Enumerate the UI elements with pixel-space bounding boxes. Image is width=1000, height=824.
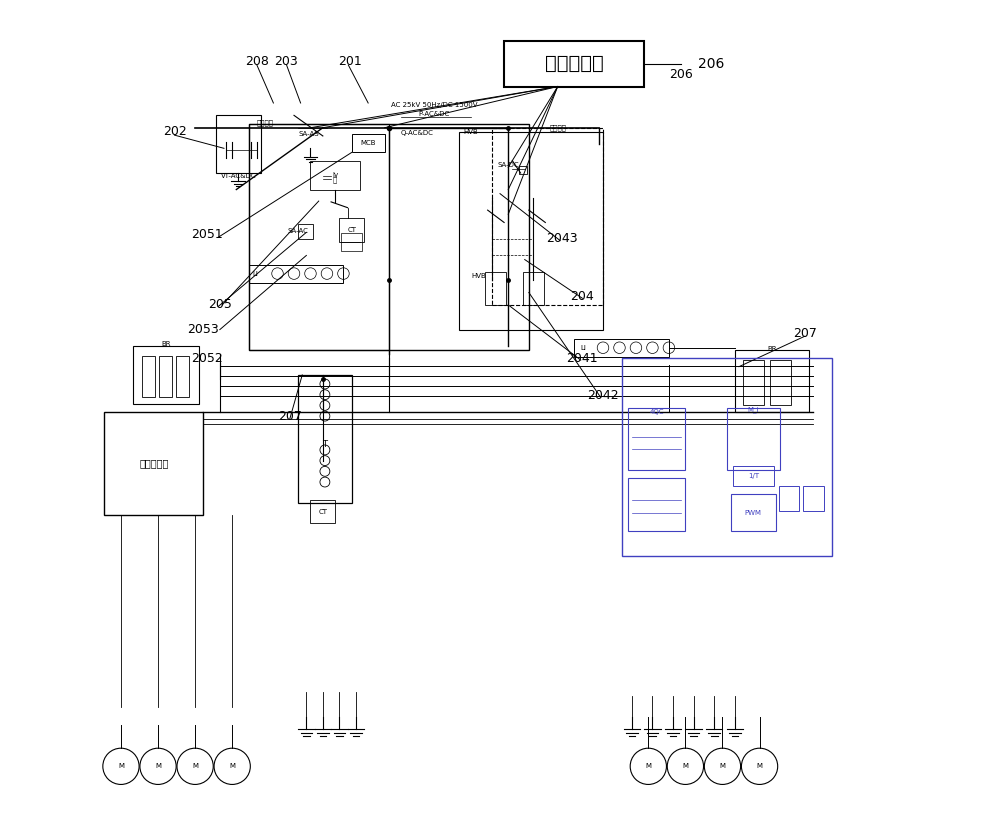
Text: MCB: MCB: [360, 140, 376, 147]
Text: M: M: [118, 763, 124, 770]
Text: PWM: PWM: [744, 510, 761, 516]
Bar: [523, 272, 544, 305]
Text: HVB: HVB: [463, 129, 478, 135]
Bar: [628, 408, 685, 470]
Text: T: T: [322, 441, 327, 449]
Text: 直流支路: 直流支路: [549, 124, 566, 131]
Bar: [249, 124, 389, 350]
Bar: [310, 161, 360, 190]
Text: 2041: 2041: [567, 352, 598, 365]
Text: LI: LI: [253, 270, 259, 277]
Bar: [298, 224, 313, 239]
Bar: [249, 124, 529, 350]
Text: BR: BR: [162, 341, 171, 348]
Text: CT: CT: [347, 227, 356, 233]
Bar: [727, 408, 780, 470]
Text: 2051: 2051: [192, 228, 223, 241]
Text: CT: CT: [318, 508, 327, 515]
Bar: [492, 128, 603, 305]
Text: 201: 201: [338, 55, 362, 68]
Bar: [519, 166, 527, 174]
Text: M: M: [719, 763, 725, 770]
Bar: [310, 500, 335, 523]
Bar: [485, 272, 506, 305]
Bar: [779, 486, 799, 511]
Text: P-AC&DC: P-AC&DC: [418, 110, 450, 117]
Bar: [574, 339, 669, 357]
Text: 207: 207: [278, 410, 302, 423]
Text: 2052: 2052: [192, 352, 223, 365]
Text: 206: 206: [698, 58, 724, 71]
Text: 205: 205: [208, 298, 232, 311]
Text: Q-AC&DC: Q-AC&DC: [401, 130, 434, 137]
Text: 206: 206: [669, 68, 693, 81]
Text: SA-AC: SA-AC: [288, 227, 309, 234]
Text: M: M: [645, 763, 651, 770]
Text: 1/T: 1/T: [748, 473, 759, 479]
Text: M: M: [682, 763, 688, 770]
Text: Iv: Iv: [332, 172, 338, 178]
Bar: [770, 360, 791, 405]
Bar: [735, 350, 809, 412]
Text: M: M: [229, 763, 235, 770]
Bar: [216, 115, 261, 173]
Bar: [341, 233, 362, 251]
Text: 204: 204: [571, 290, 594, 303]
Bar: [622, 358, 832, 556]
Text: 交流支路: 交流支路: [257, 119, 274, 126]
Bar: [339, 218, 364, 242]
Bar: [133, 346, 199, 404]
Text: ⎕: ⎕: [333, 176, 337, 183]
Text: LI: LI: [580, 344, 586, 351]
Text: VT-AC&DC: VT-AC&DC: [221, 173, 256, 179]
Bar: [176, 356, 189, 397]
Bar: [159, 356, 172, 397]
Text: M: M: [757, 763, 763, 770]
Bar: [731, 494, 776, 531]
Bar: [104, 412, 203, 515]
Text: AC 25kV 50Hz/DC 1500V: AC 25kV 50Hz/DC 1500V: [391, 102, 477, 109]
Bar: [142, 356, 155, 397]
Text: 牵引变流器: 牵引变流器: [139, 458, 169, 469]
Text: SA-AS: SA-AS: [299, 131, 319, 138]
Text: 203: 203: [274, 55, 298, 68]
Text: 4QC: 4QC: [649, 409, 664, 415]
Text: 202: 202: [163, 125, 186, 138]
Text: M_i: M_i: [747, 406, 759, 413]
Text: 2053: 2053: [187, 323, 219, 336]
Bar: [628, 478, 685, 531]
Text: 2043: 2043: [546, 232, 578, 246]
Bar: [743, 360, 764, 405]
Bar: [803, 486, 824, 511]
Text: M: M: [155, 763, 161, 770]
Bar: [249, 265, 343, 283]
Text: 2042: 2042: [587, 389, 619, 402]
Text: SA-DC: SA-DC: [498, 162, 519, 168]
Bar: [733, 466, 774, 486]
Text: 207: 207: [793, 327, 817, 340]
Bar: [504, 41, 644, 87]
Bar: [298, 375, 352, 503]
Bar: [459, 132, 603, 330]
Bar: [352, 134, 385, 152]
Text: M: M: [192, 763, 198, 770]
Text: HVB: HVB: [471, 273, 486, 279]
Text: 切换控制器: 切换控制器: [545, 54, 604, 73]
Text: BR: BR: [767, 345, 777, 352]
Text: 208: 208: [245, 55, 269, 68]
